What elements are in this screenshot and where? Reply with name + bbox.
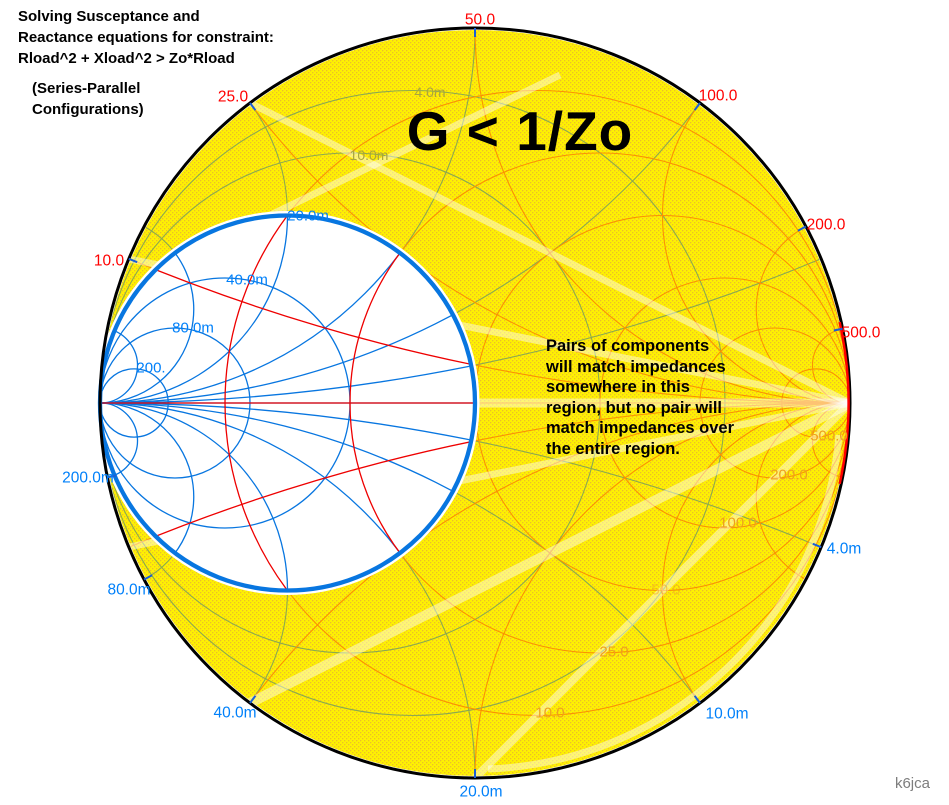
resistance-muted-labels-label: 200.0	[770, 467, 808, 484]
resistance-muted-labels-label: 25.0	[599, 644, 628, 661]
conductance-muted-labels-label: 4.0m	[414, 84, 445, 100]
reactance-labels-label: 100.0	[699, 88, 738, 105]
susceptance-labels: 200.0m 80.0m 40.0m 20.0m 10.0m 4.0m	[62, 470, 861, 801]
susceptance-labels-label: 40.0m	[213, 705, 256, 722]
signature: k6jca	[894, 775, 930, 792]
reactance-labels: 50.0 25.0 10.0 100.0 200.0 500.0	[94, 12, 881, 342]
conductance-muted-labels-label: 10.0m	[350, 147, 389, 163]
region-annotation: Pairs of components will match impedance…	[546, 337, 734, 458]
reactance-labels-label: 10.0	[94, 253, 125, 270]
susceptance-labels-label: 20.0m	[459, 784, 502, 801]
subheading-configurations: (Series-Parallel Configurations)	[32, 80, 144, 118]
reactance-labels-label: 25.0	[218, 89, 249, 106]
reactance-labels-label: 200.0	[807, 217, 846, 234]
heading-constraint-text: Solving Susceptance and Reactance equati…	[18, 8, 274, 67]
resistance-muted-labels-label: 10.0	[535, 705, 564, 722]
conductance-labels-label: 40.0m	[226, 272, 268, 289]
resistance-muted-labels-label: 500.0	[810, 428, 848, 445]
resistance-muted-labels-label: 100.0	[719, 515, 757, 532]
conductance-labels-label: 200.	[136, 360, 165, 377]
conductance-labels-label: 20.0m	[287, 208, 329, 225]
region-title: G < 1/Zo	[406, 100, 634, 162]
reactance-labels-label: 500.0	[842, 325, 881, 342]
reactance-labels-label: 50.0	[465, 12, 496, 29]
susceptance-labels-label: 80.0m	[107, 582, 150, 599]
susceptance-labels-label: 4.0m	[827, 541, 861, 558]
rim-ticks	[107, 28, 843, 778]
red-rim-arc	[838, 321, 850, 485]
conductance-muted-labels: 10.0m 4.0m	[350, 84, 446, 163]
vivid-grid	[101, 217, 474, 589]
conductance-labels-label: 80.0m	[172, 320, 214, 337]
susceptance-labels-label: 10.0m	[705, 706, 748, 723]
susceptance-labels-label: 200.0m	[62, 470, 114, 487]
resistance-muted-labels: 500.0 200.0 100.0 50.0 25.0 10.0	[535, 428, 847, 722]
conductance-labels: 20.0m 40.0m 80.0m 200.	[136, 208, 328, 377]
resistance-muted-labels-label: 50.0	[651, 582, 680, 599]
